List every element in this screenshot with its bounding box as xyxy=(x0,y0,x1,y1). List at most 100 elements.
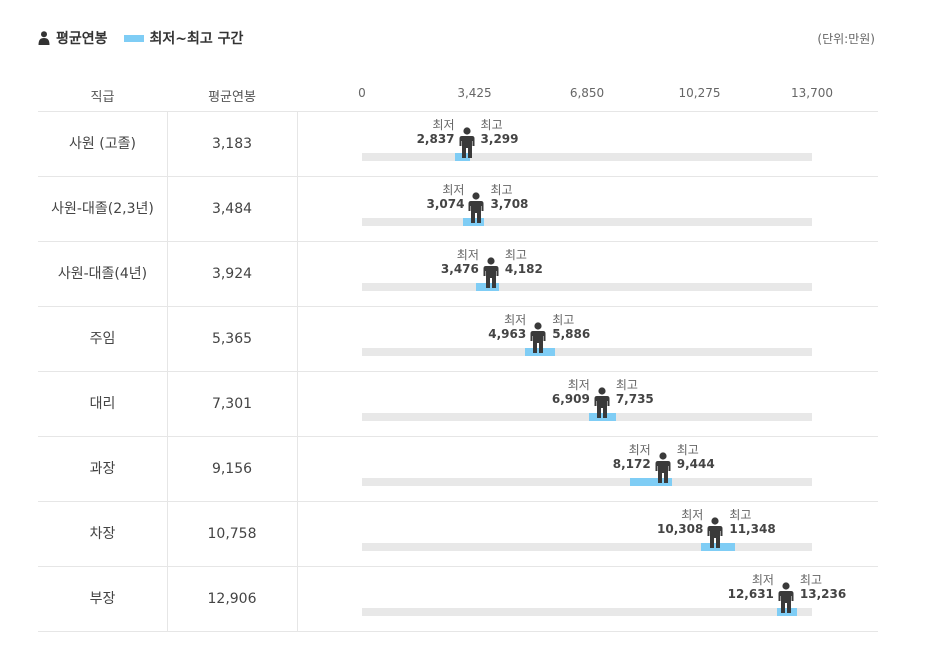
legend-avg-label: 평균연봉 xyxy=(56,31,108,47)
max-value: 4,182 xyxy=(504,262,543,276)
header-avg: 평균연봉 xyxy=(208,90,256,105)
min-value: 10,308 xyxy=(657,522,704,536)
x-tick-label: 6,850 xyxy=(569,86,605,100)
max-label: 최고 5,886 xyxy=(552,313,590,341)
avg-salary-cell: 7,301 xyxy=(167,372,298,436)
min-title: 최저 xyxy=(681,508,704,522)
rank-cell: 과장 xyxy=(38,437,168,501)
max-label: 최고 4,182 xyxy=(505,248,543,276)
legend-item-range: 최저~최고 구간 xyxy=(123,28,244,48)
avg-marker-person-icon xyxy=(594,387,610,419)
avg-marker-person-icon xyxy=(778,582,794,614)
table-row: 사원-대졸(2,3년) 3,484 최저 3,074 최고 3,708 xyxy=(38,177,878,242)
max-title: 최고 xyxy=(490,183,513,197)
table-header: 직급 평균연봉 0 3,425 6,850 10,275 13,700 xyxy=(38,77,878,112)
max-title: 최고 xyxy=(480,118,503,132)
max-label: 최고 11,348 xyxy=(729,508,775,536)
range-track xyxy=(362,283,812,291)
min-value: 8,172 xyxy=(612,457,651,471)
range-track xyxy=(362,413,812,421)
avg-salary-cell: 3,924 xyxy=(167,242,298,306)
avg-salary-cell: 3,183 xyxy=(167,112,298,176)
min-label: 최저 2,837 xyxy=(417,118,455,146)
avg-marker-person-icon xyxy=(459,127,475,159)
min-label: 최저 3,074 xyxy=(426,183,464,211)
max-title: 최고 xyxy=(552,313,575,327)
avg-marker-person-icon xyxy=(530,322,546,354)
x-tick-label: 13,700 xyxy=(791,86,833,100)
person-icon xyxy=(38,31,50,45)
min-label: 최저 3,476 xyxy=(441,248,479,276)
min-value: 4,963 xyxy=(488,327,527,341)
min-title: 최저 xyxy=(442,183,465,197)
min-label: 최저 12,631 xyxy=(728,573,774,601)
min-value: 3,074 xyxy=(426,197,465,211)
max-value: 3,708 xyxy=(490,197,529,211)
rank-cell: 대리 xyxy=(38,372,168,436)
table-row: 사원-대졸(4년) 3,924 최저 3,476 최고 4,182 xyxy=(38,242,878,307)
min-title: 최저 xyxy=(504,313,527,327)
max-label: 최고 13,236 xyxy=(800,573,846,601)
rank-cell: 사원-대졸(4년) xyxy=(38,242,168,306)
min-title: 최저 xyxy=(628,443,651,457)
min-value: 3,476 xyxy=(440,262,479,276)
avg-marker-person-icon xyxy=(468,192,484,224)
max-value: 13,236 xyxy=(799,587,847,601)
table-body: 사원 (고졸) 3,183 최저 2,837 최고 3,299 사원-대졸(2,3년) 3,4… xyxy=(38,112,878,632)
avg-marker-person-icon xyxy=(655,452,671,484)
legend-item-avg: 평균연봉 xyxy=(38,28,108,48)
salary-table: 직급 평균연봉 0 3,425 6,850 10,275 13,700 사원 (고졸) 3… xyxy=(38,77,878,632)
max-title: 최고 xyxy=(676,443,699,457)
max-value: 3,299 xyxy=(480,132,519,146)
table-row: 차장 10,758 최저 10,308 최고 11,348 xyxy=(38,502,878,567)
avg-marker-person-icon xyxy=(483,257,499,289)
rank-cell: 차장 xyxy=(38,502,168,566)
max-label: 최고 3,708 xyxy=(490,183,528,211)
rank-cell: 주임 xyxy=(38,307,168,371)
min-value: 6,909 xyxy=(551,392,590,406)
legend-range-label: 최저~최고 구간 xyxy=(149,31,244,47)
min-label: 최저 6,909 xyxy=(552,378,590,406)
range-track xyxy=(362,348,812,356)
x-tick-label: 3,425 xyxy=(457,86,492,100)
range-track xyxy=(362,543,812,551)
max-label: 최고 7,735 xyxy=(616,378,654,406)
max-value: 7,735 xyxy=(615,392,654,406)
max-title: 최고 xyxy=(615,378,638,392)
table-row: 부장 12,906 최저 12,631 최고 13,236 xyxy=(38,567,878,632)
min-title: 최저 xyxy=(751,573,774,587)
max-value: 5,886 xyxy=(552,327,591,341)
min-label: 최저 4,963 xyxy=(488,313,526,341)
range-track xyxy=(362,153,812,161)
min-title: 최저 xyxy=(456,248,479,262)
rank-cell: 부장 xyxy=(38,567,168,631)
table-row: 사원 (고졸) 3,183 최저 2,837 최고 3,299 xyxy=(38,112,878,177)
range-bar xyxy=(588,413,617,421)
table-row: 과장 9,156 최저 8,172 최고 9,444 xyxy=(38,437,878,502)
unit-label: (단위:만원) xyxy=(817,32,875,46)
max-label: 최고 3,299 xyxy=(481,118,519,146)
avg-marker-person-icon xyxy=(707,517,723,549)
x-tick-label: 10,275 xyxy=(678,86,721,100)
avg-salary-cell: 10,758 xyxy=(167,502,298,566)
max-title: 최고 xyxy=(799,573,822,587)
header-rank: 직급 xyxy=(90,90,115,105)
range-swatch xyxy=(123,34,144,42)
rank-cell: 사원-대졸(2,3년) xyxy=(38,177,168,241)
max-value: 11,348 xyxy=(729,522,776,536)
min-value: 2,837 xyxy=(416,132,455,146)
x-tick-label: 0 xyxy=(358,86,366,100)
chart-legend: 평균연봉 최저~최고 구간 xyxy=(38,28,259,48)
table-row: 주임 5,365 최저 4,963 최고 5,886 xyxy=(38,307,878,372)
min-label: 최저 10,308 xyxy=(657,508,703,536)
range-track xyxy=(362,218,812,226)
range-bar xyxy=(776,608,797,616)
max-title: 최고 xyxy=(729,508,752,522)
range-track xyxy=(362,478,812,486)
avg-salary-cell: 9,156 xyxy=(167,437,298,501)
range-bar xyxy=(630,478,673,486)
min-title: 최저 xyxy=(567,378,590,392)
range-track xyxy=(362,608,812,616)
max-value: 9,444 xyxy=(676,457,715,471)
min-value: 12,631 xyxy=(727,587,774,601)
